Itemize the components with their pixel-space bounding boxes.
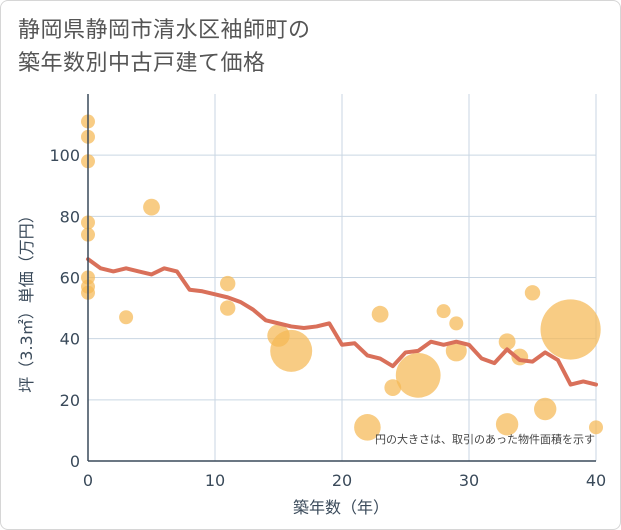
y-axis-label: 坪（3.3㎡）単価（万円） bbox=[17, 207, 36, 392]
x-tick-label: 20 bbox=[332, 471, 352, 490]
average-price-line bbox=[86, 257, 598, 387]
x-axis-label: 築年数（年） bbox=[293, 498, 389, 517]
x-tick-label: 10 bbox=[205, 471, 225, 490]
y-tick-label: 20 bbox=[60, 391, 80, 410]
data-bubble bbox=[395, 352, 441, 398]
y-tick-label: 0 bbox=[70, 452, 80, 471]
data-bubble bbox=[524, 285, 541, 301]
data-bubble bbox=[498, 333, 516, 351]
data-bubble bbox=[143, 198, 160, 216]
data-bubble bbox=[119, 310, 134, 325]
trend-line-layer bbox=[86, 257, 598, 387]
chart-title-line1: 静岡県静岡市清水区袖師町の bbox=[18, 18, 311, 43]
x-tick-label: 0 bbox=[83, 471, 93, 490]
grid-lines bbox=[88, 94, 597, 461]
x-tick-label: 40 bbox=[586, 471, 606, 490]
chart-title-line2: 築年数別中古戸建て価格 bbox=[18, 51, 266, 76]
size-note: 円の大きさは、取引のあった物件面積を示す bbox=[375, 432, 595, 446]
data-bubble bbox=[534, 397, 557, 421]
y-tick-label: 40 bbox=[60, 330, 80, 349]
data-bubble bbox=[589, 420, 603, 435]
data-bubble bbox=[354, 414, 381, 441]
axes bbox=[87, 94, 596, 462]
data-bubble bbox=[449, 316, 464, 331]
data-bubble bbox=[445, 340, 467, 362]
data-bubble bbox=[436, 304, 451, 319]
data-bubble bbox=[495, 413, 519, 436]
data-bubble bbox=[384, 379, 402, 396]
y-tick-label: 100 bbox=[49, 146, 80, 165]
y-tick-label: 60 bbox=[60, 269, 80, 288]
data-bubble bbox=[220, 275, 236, 292]
chart-title: 静岡県静岡市清水区袖師町の 築年数別中古戸建て価格 bbox=[18, 14, 608, 80]
data-bubble bbox=[371, 305, 389, 323]
data-bubble bbox=[220, 300, 236, 316]
tick-labels: 0 20 40 60 80 100 0 10 20 30 40 bbox=[49, 146, 606, 490]
data-bubble bbox=[540, 299, 601, 360]
data-bubble bbox=[270, 329, 313, 372]
x-tick-label: 30 bbox=[459, 471, 479, 490]
y-tick-label: 80 bbox=[60, 207, 80, 226]
